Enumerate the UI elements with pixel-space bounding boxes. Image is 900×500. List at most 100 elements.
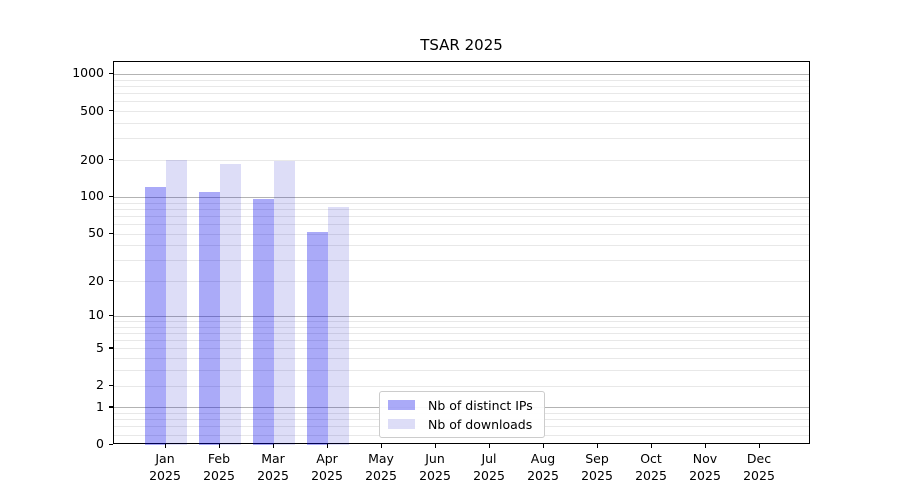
y-tick-mark xyxy=(109,195,113,198)
x-tick-label: Nov 2025 xyxy=(689,450,721,484)
y-tick-mark xyxy=(109,280,113,282)
y-tick-label: 10 xyxy=(88,307,104,323)
bar-nb-of-distinct-ips-jan xyxy=(145,187,166,445)
bar-nb-of-downloads-jan xyxy=(166,159,187,445)
grid-minor-line xyxy=(114,224,809,225)
legend-label-downloads: Nb of downloads xyxy=(428,416,533,432)
x-tick-month: Oct xyxy=(640,451,662,466)
legend-entry-distinct-ips: Nb of distinct IPs xyxy=(388,398,536,413)
grid-minor-line xyxy=(114,111,809,113)
y-tick-label: 5 xyxy=(96,339,104,355)
y-tick-label: 1 xyxy=(96,398,104,414)
y-tick-mark xyxy=(109,406,113,408)
y-tick-label: 100 xyxy=(80,188,104,204)
y-tick-label: 50 xyxy=(88,225,104,241)
x-tick-year: 2025 xyxy=(419,468,451,483)
x-tick-month: Feb xyxy=(207,451,231,466)
x-tick-year: 2025 xyxy=(203,468,235,483)
y-tick-mark xyxy=(109,347,113,349)
x-tick-year: 2025 xyxy=(257,468,289,483)
x-tick-mark xyxy=(758,444,760,448)
x-tick-mark xyxy=(434,444,436,448)
x-tick-year: 2025 xyxy=(581,468,613,483)
y-tick-label: 20 xyxy=(88,272,104,288)
grid-minor-line xyxy=(114,260,809,262)
grid-minor-line xyxy=(114,79,809,81)
legend: Nb of distinct IPs Nb of downloads xyxy=(379,391,545,438)
x-tick-month: Aug xyxy=(530,451,556,466)
x-tick-mark xyxy=(326,444,328,448)
x-tick-mark xyxy=(704,444,706,448)
x-tick-month: Nov xyxy=(692,451,718,466)
x-tick-mark xyxy=(542,444,544,448)
bar-nb-of-downloads-mar xyxy=(274,160,295,445)
legend-label-distinct-ips: Nb of distinct IPs xyxy=(428,397,533,413)
grid-minor-line xyxy=(114,138,809,140)
bar-nb-of-distinct-ips-apr xyxy=(307,232,328,445)
x-tick-label: Jul 2025 xyxy=(473,450,505,484)
x-tick-label: Jun 2025 xyxy=(419,450,451,484)
x-tick-year: 2025 xyxy=(365,468,397,483)
grid-major-line xyxy=(114,196,809,198)
legend-swatch-downloads xyxy=(388,419,415,429)
x-tick-label: Apr 2025 xyxy=(311,450,343,484)
x-tick-year: 2025 xyxy=(473,468,505,483)
grid-minor-line xyxy=(114,202,809,204)
x-tick-mark xyxy=(380,444,382,448)
grid-minor-line xyxy=(114,101,809,103)
grid-minor-line xyxy=(114,93,809,95)
x-tick-year: 2025 xyxy=(149,468,181,483)
x-tick-year: 2025 xyxy=(527,468,559,483)
grid-minor-line xyxy=(114,281,809,283)
grid-minor-line xyxy=(114,358,809,360)
y-tick-mark xyxy=(109,72,113,75)
grid-minor-line xyxy=(114,160,809,162)
x-tick-mark xyxy=(650,444,652,448)
grid-minor-line xyxy=(114,245,809,247)
plot-area: Nb of distinct IPs Nb of downloads xyxy=(113,61,810,445)
grid-major-line xyxy=(114,315,809,317)
x-tick-month: Jan xyxy=(155,451,175,466)
bar-nb-of-downloads-apr xyxy=(328,207,349,445)
grid-major-line xyxy=(114,73,809,75)
y-tick-label: 2 xyxy=(96,377,104,393)
y-tick-mark xyxy=(109,384,113,386)
x-tick-month: May xyxy=(368,451,394,466)
legend-entry-downloads: Nb of downloads xyxy=(388,417,536,432)
x-tick-month: Jun xyxy=(425,451,445,466)
y-tick-mark xyxy=(109,159,113,161)
bar-nb-of-distinct-ips-mar xyxy=(253,199,274,445)
x-tick-month: Jul xyxy=(481,451,497,466)
y-tick-mark xyxy=(109,232,113,234)
x-tick-year: 2025 xyxy=(311,468,343,483)
legend-swatch-distinct-ips xyxy=(388,400,415,410)
x-tick-month: Dec xyxy=(746,451,772,466)
y-tick-mark xyxy=(109,443,113,445)
x-tick-mark xyxy=(272,444,274,448)
x-tick-year: 2025 xyxy=(689,468,721,483)
grid-minor-line xyxy=(114,348,809,350)
x-tick-month: Sep xyxy=(585,451,609,466)
x-tick-mark xyxy=(164,444,166,448)
grid-minor-line xyxy=(114,85,809,87)
y-tick-label: 0 xyxy=(96,436,104,451)
y-tick-label: 500 xyxy=(80,102,104,118)
grid-minor-line xyxy=(114,123,809,124)
x-tick-label: Jan 2025 xyxy=(149,450,181,484)
y-tick-mark xyxy=(109,314,113,317)
chart-title: TSAR 2025 xyxy=(420,36,503,54)
y-tick-mark xyxy=(109,110,113,112)
x-tick-mark xyxy=(488,444,490,448)
grid-minor-line xyxy=(114,332,809,334)
x-tick-label: Aug 2025 xyxy=(527,450,559,484)
grid-minor-line xyxy=(114,215,809,217)
x-tick-label: Dec 2025 xyxy=(743,450,775,484)
x-tick-mark xyxy=(218,444,220,448)
grid-minor-line xyxy=(114,385,809,387)
x-tick-label: Oct 2025 xyxy=(635,450,667,484)
bar-nb-of-distinct-ips-feb xyxy=(199,192,220,445)
x-tick-label: May 2025 xyxy=(365,450,397,484)
grid-minor-line xyxy=(114,370,809,372)
grid-minor-line xyxy=(114,321,809,322)
